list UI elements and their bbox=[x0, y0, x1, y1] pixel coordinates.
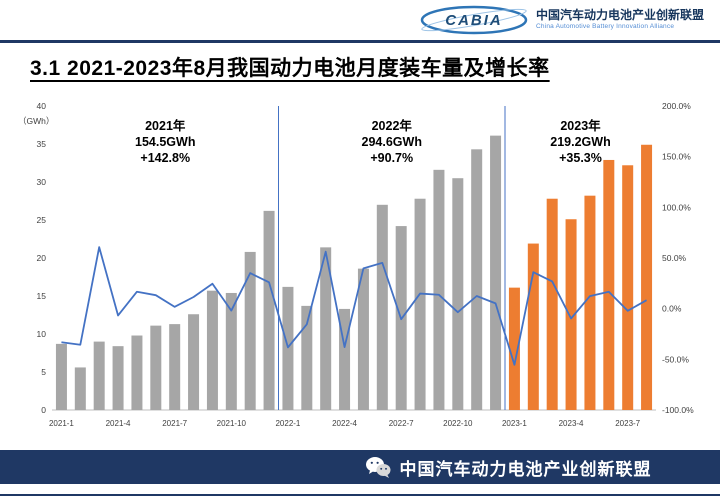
footer-org-name: 中国汽车动力电池产业创新联盟 bbox=[399, 459, 652, 479]
svg-text:-50.0%: -50.0% bbox=[662, 354, 689, 364]
svg-text:-100.0%: -100.0% bbox=[662, 405, 694, 415]
svg-text:2021年: 2021年 bbox=[145, 118, 186, 133]
svg-text:294.6GWh: 294.6GWh bbox=[362, 135, 422, 149]
svg-text:2022-4: 2022-4 bbox=[332, 419, 357, 428]
svg-text:20: 20 bbox=[37, 253, 47, 263]
svg-text:50.0%: 50.0% bbox=[662, 253, 687, 263]
bar bbox=[225, 292, 237, 410]
bar bbox=[169, 324, 181, 410]
bar bbox=[131, 335, 143, 410]
svg-text:10: 10 bbox=[37, 329, 47, 339]
svg-text:2022-10: 2022-10 bbox=[443, 419, 473, 428]
bar bbox=[206, 290, 218, 410]
battery-installation-chart: 0 5 10 15 20 25 30 35 40 （GWh） -100.0% -50.0% 0.0% 50… bbox=[18, 101, 694, 428]
page-title: 3.1 2021-2023年8月我国动力电池月度装车量及增长率 bbox=[30, 57, 550, 80]
wechat-icon bbox=[365, 457, 390, 478]
bottom-border bbox=[0, 494, 720, 496]
svg-text:154.5GWh: 154.5GWh bbox=[135, 135, 195, 149]
bar bbox=[55, 343, 67, 410]
svg-text:2022-7: 2022-7 bbox=[389, 419, 414, 428]
bar bbox=[320, 247, 332, 410]
bar bbox=[376, 204, 388, 410]
svg-text:2021-4: 2021-4 bbox=[106, 419, 131, 428]
right-axis: -100.0% -50.0% 0.0% 50.0% 100.0% 150.0% 200.0% bbox=[662, 101, 694, 415]
svg-text:2023年: 2023年 bbox=[560, 118, 601, 133]
header-bar: CABIA 中国汽车动力电池产业创新联盟 China Automotive Ba… bbox=[0, 0, 720, 43]
svg-text:40: 40 bbox=[37, 101, 47, 111]
bar bbox=[301, 305, 313, 410]
bar bbox=[471, 149, 483, 410]
org-name-en: China Automotive Battery Innovation Alli… bbox=[535, 23, 675, 31]
bar bbox=[641, 144, 653, 410]
svg-text:2023-1: 2023-1 bbox=[502, 419, 527, 428]
svg-text:0.0%: 0.0% bbox=[662, 304, 682, 314]
x-axis-labels: 2021-1 2021-4 2021-7 2021-10 2022-1 2022-4 202… bbox=[49, 419, 641, 428]
org-name-cn: 中国汽车动力电池产业创新联盟 bbox=[535, 8, 704, 23]
svg-text:15: 15 bbox=[37, 291, 47, 301]
svg-text:2023-7: 2023-7 bbox=[615, 419, 640, 428]
bar bbox=[150, 325, 162, 410]
footer-bar: 中国汽车动力电池产业创新联盟 bbox=[0, 450, 720, 484]
bar bbox=[565, 219, 577, 410]
svg-text:100.0%: 100.0% bbox=[662, 202, 691, 212]
svg-text:5: 5 bbox=[41, 367, 46, 377]
bar bbox=[584, 195, 596, 410]
bar bbox=[339, 308, 351, 410]
unit-label: （GWh） bbox=[18, 116, 54, 126]
svg-text:0: 0 bbox=[41, 405, 46, 415]
svg-text:2021-10: 2021-10 bbox=[217, 419, 247, 428]
bar bbox=[244, 251, 256, 410]
left-axis: 0 5 10 15 20 25 30 35 40 （GWh） bbox=[18, 101, 54, 415]
bars-group bbox=[55, 135, 653, 410]
bar bbox=[357, 268, 369, 410]
annotations: 2021年 154.5GWh +142.8% 2022年 294.6GWh +90.7% 2… bbox=[135, 118, 611, 165]
bar bbox=[527, 243, 539, 410]
cabia-logo-icon: CABIA bbox=[420, 5, 528, 35]
svg-text:+90.7%: +90.7% bbox=[370, 151, 413, 165]
bar bbox=[433, 169, 445, 410]
bar bbox=[490, 135, 502, 410]
growth-line bbox=[61, 246, 648, 366]
bar bbox=[188, 314, 200, 410]
cabia-logo-text: CABIA bbox=[445, 12, 503, 29]
bar bbox=[452, 178, 464, 410]
svg-text:30: 30 bbox=[37, 177, 47, 187]
bar bbox=[112, 346, 124, 410]
cabia-logo: CABIA 中国汽车动力电池产业创新联盟 China Automotive Ba… bbox=[419, 3, 704, 37]
bar bbox=[546, 198, 558, 410]
svg-text:2022-1: 2022-1 bbox=[275, 419, 300, 428]
svg-text:+35.3%: +35.3% bbox=[559, 151, 602, 165]
org-name-block: 中国汽车动力电池产业创新联盟 China Automotive Battery … bbox=[535, 8, 704, 31]
chart-area: 0 5 10 15 20 25 30 35 40 （GWh） -100.0% -50.0% 0.0% 50… bbox=[12, 94, 708, 440]
svg-text:+142.8%: +142.8% bbox=[140, 151, 190, 165]
bar bbox=[263, 210, 275, 410]
svg-text:35: 35 bbox=[37, 139, 47, 149]
svg-text:2021-7: 2021-7 bbox=[162, 419, 187, 428]
svg-text:25: 25 bbox=[37, 215, 47, 225]
bar bbox=[74, 367, 86, 410]
svg-text:2021-1: 2021-1 bbox=[49, 419, 74, 428]
svg-text:2023-4: 2023-4 bbox=[559, 419, 584, 428]
svg-text:200.0%: 200.0% bbox=[662, 101, 691, 111]
svg-text:219.2GWh: 219.2GWh bbox=[550, 135, 610, 149]
bar bbox=[282, 286, 294, 410]
bar bbox=[622, 165, 634, 410]
bar bbox=[414, 198, 426, 410]
svg-text:150.0%: 150.0% bbox=[662, 152, 691, 162]
svg-text:2022年: 2022年 bbox=[372, 118, 413, 133]
bar bbox=[93, 341, 105, 410]
bar bbox=[508, 287, 520, 410]
bar bbox=[603, 159, 615, 410]
